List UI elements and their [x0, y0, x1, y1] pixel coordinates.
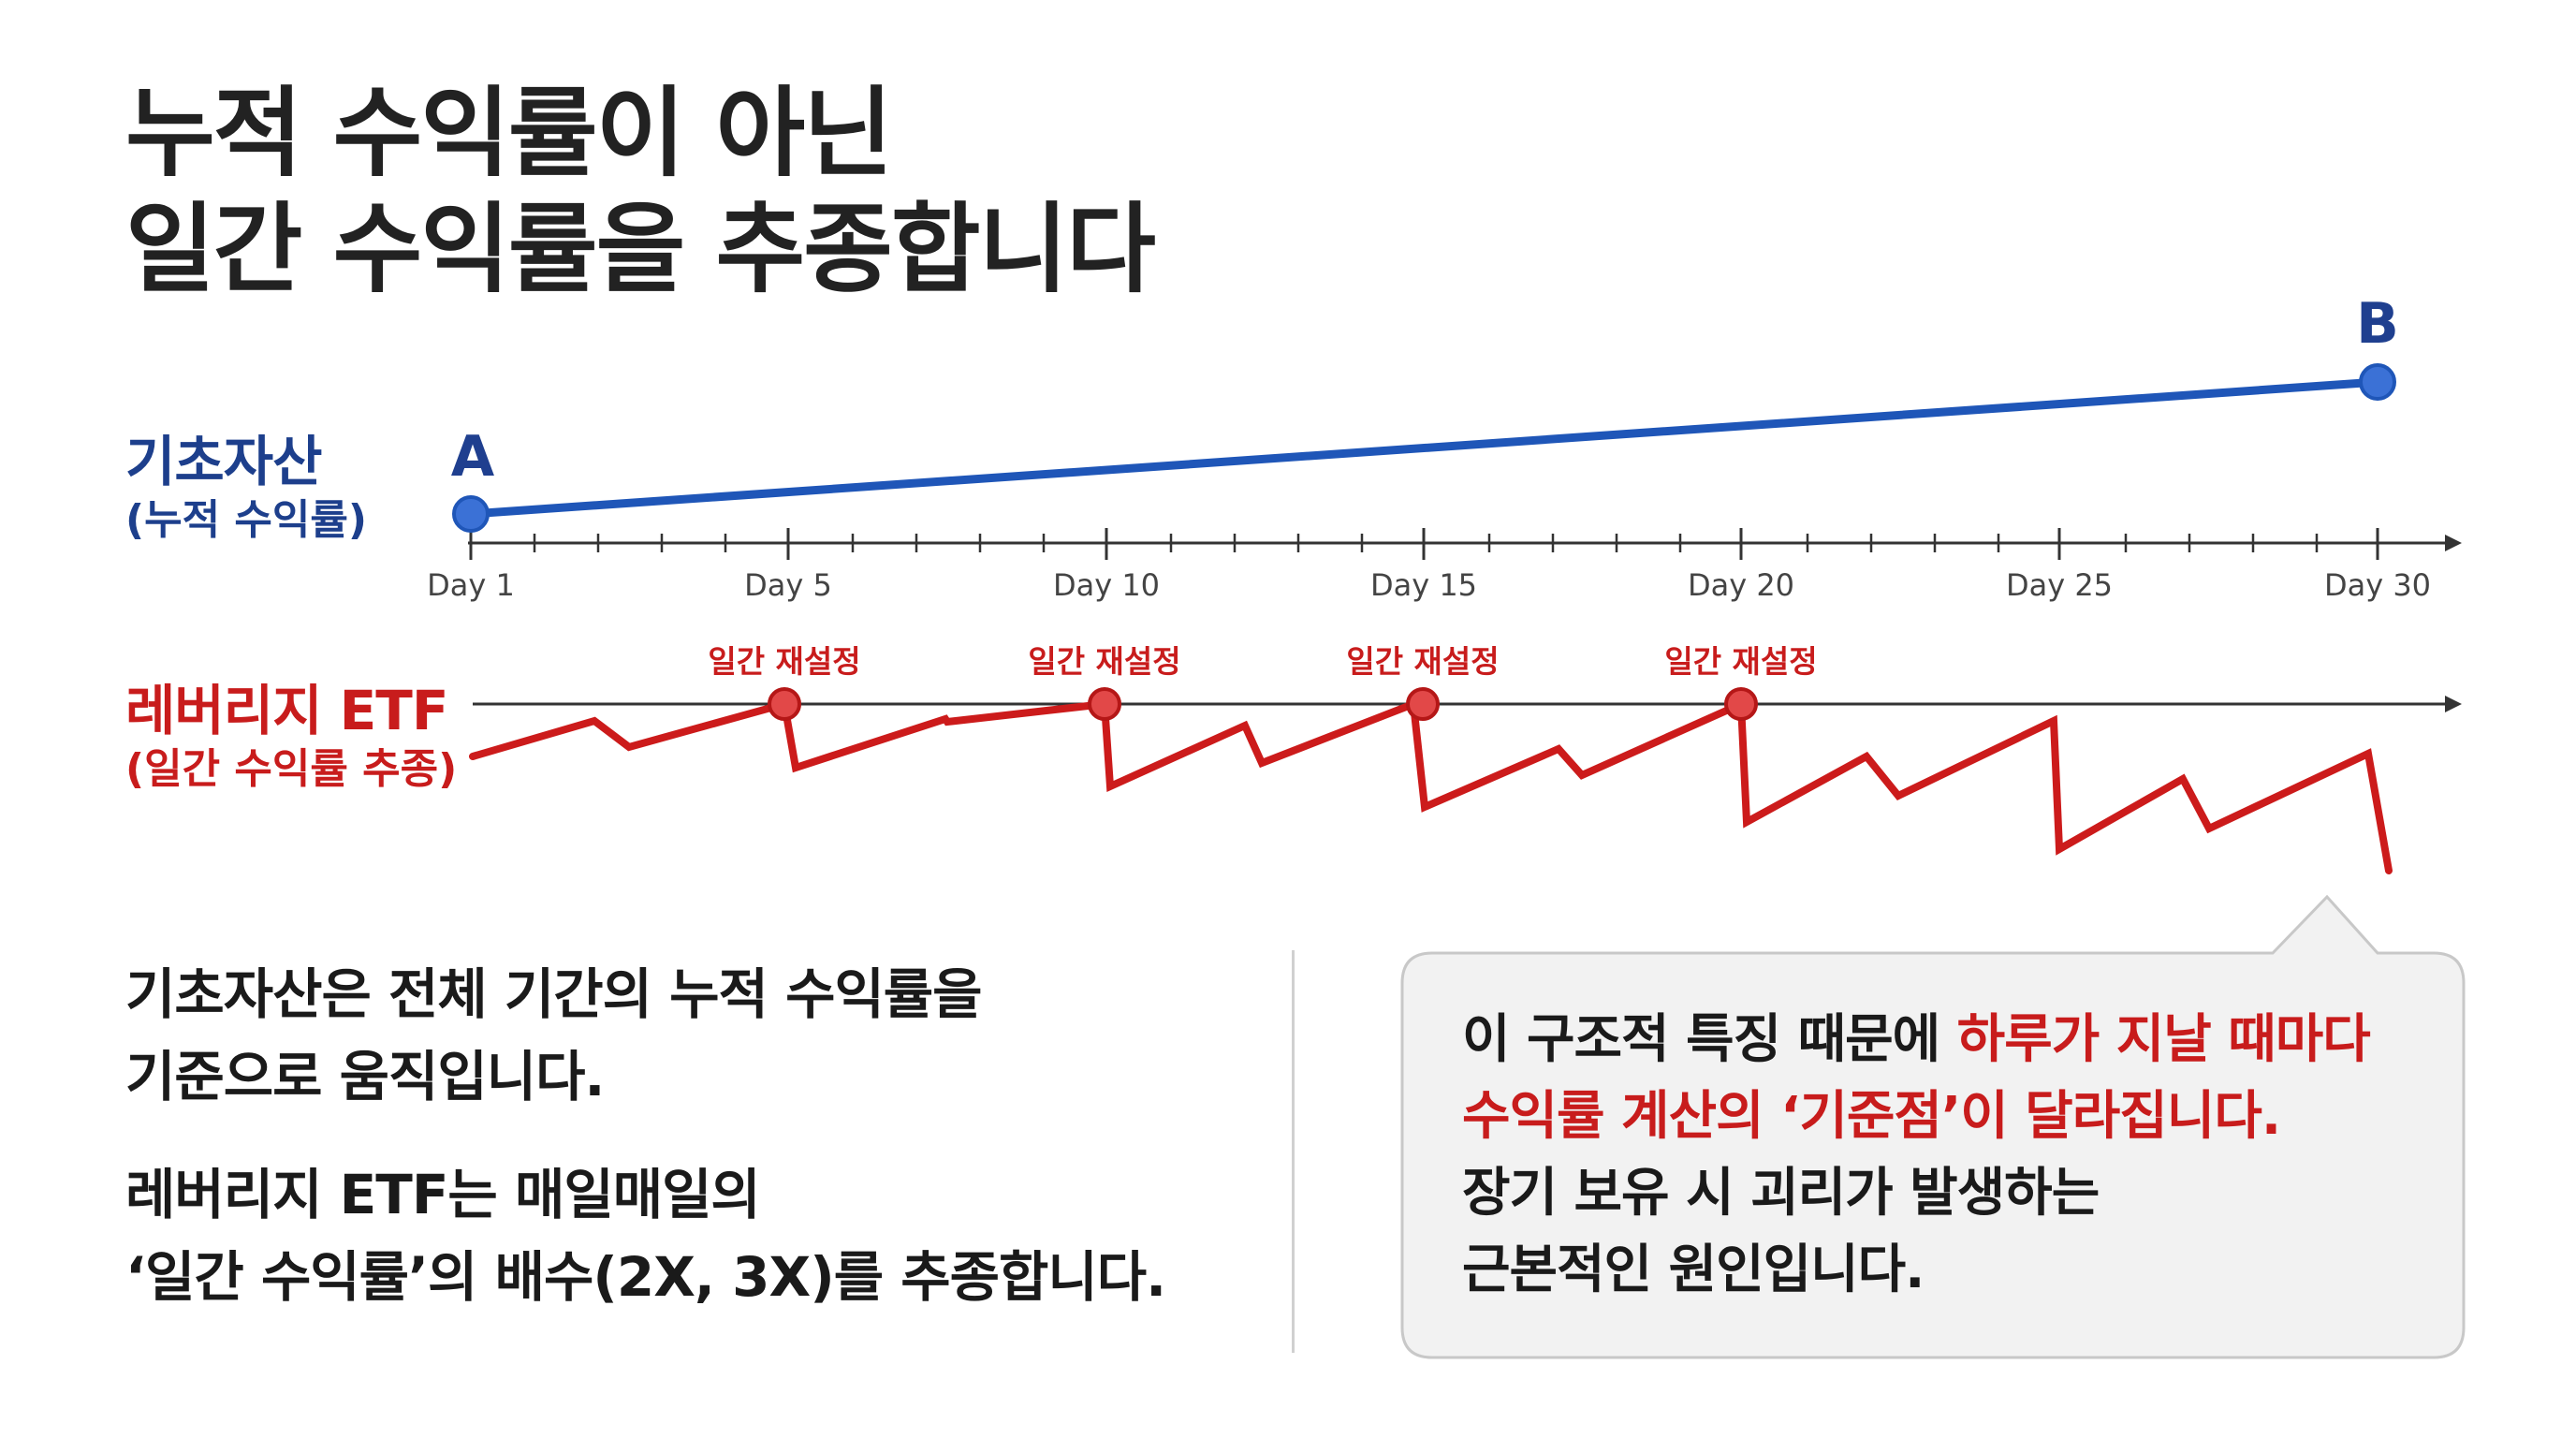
asset-explanation-line-2: 기준으로 움직입니다. — [125, 1045, 605, 1108]
asset-explanation: 기초자산은 전체 기간의 누적 수익률을 기준으로 움직입니다. — [125, 953, 983, 1118]
point-b-label: B — [2356, 291, 2399, 357]
point-a-label: A — [451, 424, 495, 490]
callout-line-1: 이 구조적 특징 때문에 하루가 지날 때마다 — [1462, 1002, 2371, 1078]
callout-text: 이 구조적 특징 때문에 하루가 지날 때마다 수익률 계산의 ‘기준점’이 달… — [1462, 1002, 2371, 1309]
asset-return-line — [466, 377, 2382, 519]
title-line-2: 일간 수익률을 추종합니다 — [125, 192, 1156, 306]
etf-explanation: 레버리지 ETF는 매일매일의 ‘일간 수익률’의 배수(2X, 3X)를 추종… — [125, 1153, 1166, 1318]
asset-sublabel: (누적 수익률) — [125, 496, 367, 544]
callout-line-2: 수익률 계산의 ‘기준점’이 달라집니다. — [1462, 1086, 2281, 1147]
daily-reset-label: 일간 재설정 — [1346, 643, 1499, 680]
callout-line-1-plain: 이 구조적 특징 때문에 — [1462, 1009, 1957, 1070]
axis-tick-label: Day 5 — [744, 567, 832, 603]
daily-reset-label: 일간 재설정 — [708, 643, 860, 680]
daily-reset-marker — [1724, 687, 1758, 721]
etf-label: 레버리지 ETF — [125, 679, 448, 742]
point-a-marker — [452, 495, 490, 533]
page-title: 누적 수익률이 아닌 일간 수익률을 추종합니다 — [125, 75, 1156, 307]
daily-reset-label: 일간 재설정 — [1028, 643, 1180, 680]
asset-axis — [468, 528, 2462, 560]
daily-reset-marker — [768, 687, 801, 721]
daily-reset-marker — [1406, 687, 1440, 721]
asset-axis-arrow — [2445, 535, 2462, 551]
etf-return-line — [469, 697, 2393, 874]
asset-row-label: 기초자산 (누적 수익률) — [125, 429, 367, 547]
asset-explanation-line-1: 기초자산은 전체 기간의 누적 수익률을 — [125, 962, 983, 1026]
vertical-divider — [1292, 950, 1295, 1353]
etf-sublabel: (일간 수익률 추종) — [125, 745, 458, 793]
etf-explanation-line-2: ‘일간 수익률’의 배수(2X, 3X)를 추종합니다. — [125, 1245, 1166, 1309]
axis-tick-label: Day 1 — [427, 567, 515, 603]
callout-line-1-highlight: 하루가 지날 때마다 — [1956, 1009, 2371, 1070]
callout-line-4: 근본적인 원인입니다. — [1462, 1240, 1925, 1300]
asset-label: 기초자산 — [125, 430, 322, 493]
axis-tick-label: Day 30 — [2324, 567, 2431, 603]
daily-reset-label: 일간 재설정 — [1664, 643, 1817, 680]
etf-explanation-line-1: 레버리지 ETF는 매일매일의 — [125, 1163, 761, 1226]
etf-axis-arrow — [2445, 696, 2462, 712]
axis-tick-label: Day 20 — [1688, 567, 1794, 603]
axis-tick-label: Day 15 — [1370, 567, 1477, 603]
axis-tick-label: Day 25 — [2006, 567, 2113, 603]
title-line-1: 누적 수익률이 아닌 — [125, 76, 893, 190]
point-b-marker — [2359, 363, 2396, 401]
daily-reset-marker — [1088, 687, 1121, 721]
callout-line-3: 장기 보유 시 괴리가 발생하는 — [1462, 1163, 2100, 1224]
axis-tick-label: Day 10 — [1053, 567, 1160, 603]
etf-row-label: 레버리지 ETF (일간 수익률 추종) — [125, 678, 457, 796]
callout-bubble — [1400, 894, 2466, 1359]
